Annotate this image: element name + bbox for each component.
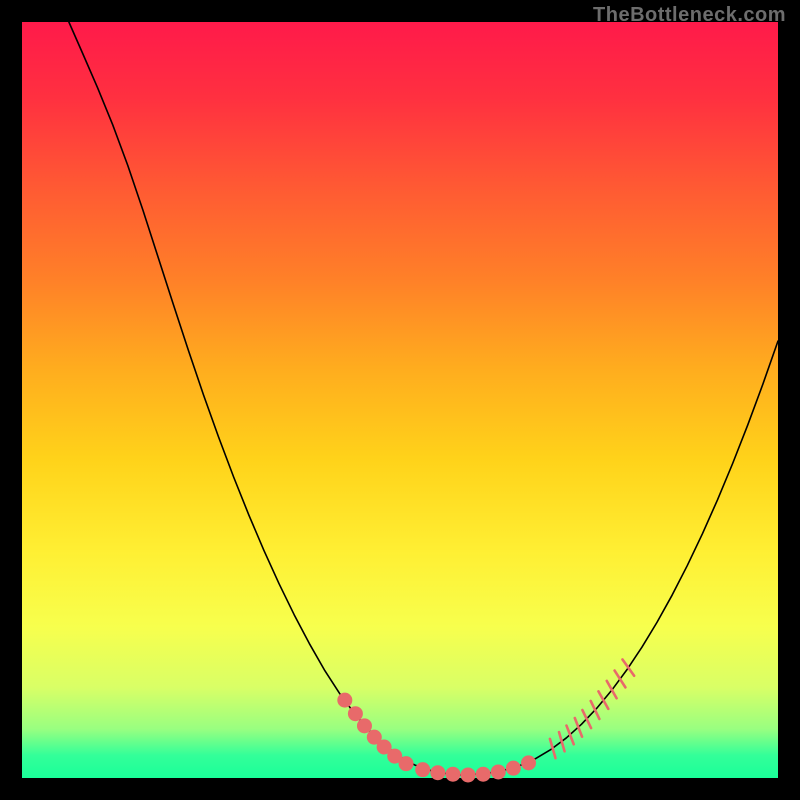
- chart-svg: [0, 0, 800, 800]
- accent-dot: [357, 718, 372, 733]
- accent-dot: [399, 756, 414, 771]
- chart-plot-area: [22, 22, 778, 778]
- accent-dot: [348, 706, 363, 721]
- bottleneck-chart-figure: TheBottleneck.com: [0, 0, 800, 800]
- accent-dot: [476, 767, 491, 782]
- accent-dot: [430, 765, 445, 780]
- accent-dot: [506, 761, 521, 776]
- accent-dot: [521, 755, 536, 770]
- accent-dot: [491, 764, 506, 779]
- watermark-text: TheBottleneck.com: [593, 4, 786, 27]
- accent-dot: [461, 767, 476, 782]
- accent-dot: [445, 767, 460, 782]
- accent-dot: [415, 762, 430, 777]
- accent-dot: [337, 693, 352, 708]
